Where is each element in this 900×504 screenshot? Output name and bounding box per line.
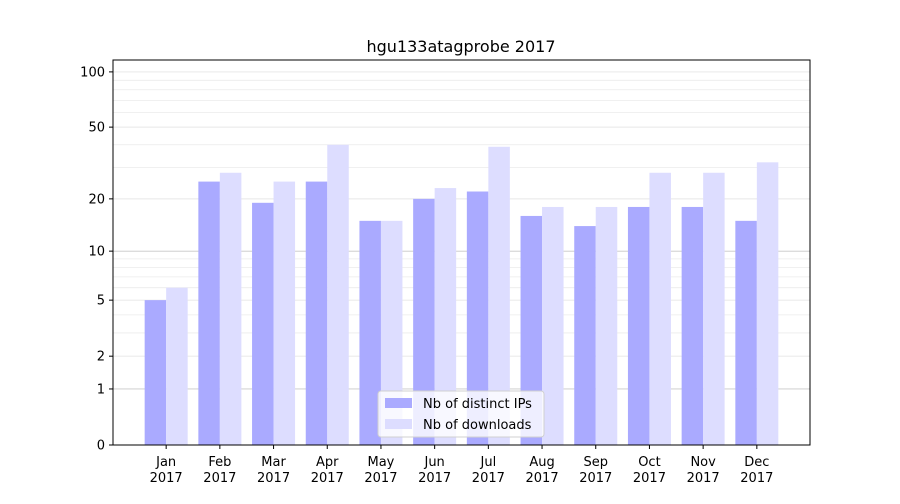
- x-tick-label-month: Dec: [744, 455, 769, 470]
- bar-downloads: [756, 162, 779, 445]
- plot-frame: [112, 59, 811, 446]
- legend-label: Nb of distinct IPs: [423, 397, 532, 412]
- x-tick-label-month: May: [368, 455, 395, 470]
- x-tick-label-month: Jun: [423, 455, 444, 470]
- bar-distinct-ips: [413, 198, 435, 445]
- y-tick-label: 100: [80, 65, 105, 80]
- bar-distinct-ips: [305, 181, 328, 445]
- x-tick-label-month: Apr: [316, 455, 339, 470]
- y-tick-label: 5: [97, 294, 105, 309]
- bar-distinct-ips: [359, 220, 381, 445]
- bar-distinct-ips: [144, 300, 167, 445]
- y-tick-label: 2: [97, 350, 105, 365]
- bar-downloads: [595, 206, 618, 445]
- x-tick-label-month: Mar: [261, 455, 286, 470]
- x-tick-label-month: Jan: [155, 455, 176, 470]
- legend-swatch: [385, 398, 412, 408]
- x-tick-label-month: Feb: [208, 455, 231, 470]
- x-tick-label-year: 2017: [257, 471, 290, 486]
- x-tick-label-month: Aug: [529, 455, 554, 470]
- x-tick-label-year: 2017: [526, 471, 559, 486]
- bar-distinct-ips: [574, 226, 596, 445]
- x-tick-label-month: Oct: [638, 455, 660, 470]
- legend: Nb of distinct IPs Nb of downloads: [377, 390, 545, 438]
- legend-label: Nb of downloads: [423, 418, 532, 433]
- chart-title: hgu133atagprobe 2017: [367, 37, 556, 56]
- bar-downloads: [327, 144, 349, 446]
- bar-downloads: [219, 172, 242, 445]
- x-tick-label-year: 2017: [687, 471, 720, 486]
- bar-downloads: [380, 220, 403, 445]
- x-tick-label-year: 2017: [633, 471, 666, 486]
- y-tick-label: 10: [88, 245, 105, 260]
- bar-distinct-ips: [198, 181, 220, 445]
- x-tick-label-year: 2017: [740, 471, 773, 486]
- x-tick-label-month: Nov: [690, 455, 716, 470]
- x-tick-label-year: 2017: [418, 471, 451, 486]
- y-tick-label: 0: [97, 439, 105, 454]
- bar-distinct-ips: [466, 191, 489, 445]
- legend-box: [377, 390, 545, 438]
- bars: [144, 144, 779, 446]
- x-axis: Jan2017Feb2017Mar2017Apr2017May2017Jun20…: [150, 445, 773, 486]
- bar-downloads: [166, 287, 188, 445]
- y-tick-label: 20: [88, 192, 105, 207]
- bar-downloads: [542, 206, 564, 445]
- bar-distinct-ips: [735, 220, 757, 445]
- bar-distinct-ips: [681, 206, 704, 445]
- y-tick-label: 1: [97, 382, 105, 397]
- x-tick-label-year: 2017: [203, 471, 236, 486]
- bar-distinct-ips: [520, 215, 543, 445]
- bar-distinct-ips: [627, 206, 650, 445]
- legend-swatch: [385, 419, 412, 429]
- y-tick-label: 50: [88, 121, 105, 136]
- bar-downloads: [649, 172, 671, 445]
- y-axis: 0 1 2 5 10 20 50 100: [80, 65, 113, 454]
- x-tick-label-year: 2017: [364, 471, 397, 486]
- bar-downloads: [273, 181, 296, 445]
- x-tick-label-year: 2017: [472, 471, 505, 486]
- bar-downloads: [488, 146, 510, 446]
- x-tick-label-year: 2017: [150, 471, 183, 486]
- x-tick-label-year: 2017: [311, 471, 344, 486]
- x-tick-label-year: 2017: [579, 471, 612, 486]
- bar-downloads: [703, 172, 725, 445]
- bar-downloads: [434, 188, 457, 445]
- x-tick-label-month: Sep: [583, 455, 608, 470]
- bar-distinct-ips: [252, 202, 274, 445]
- x-tick-label-month: Jul: [480, 455, 497, 470]
